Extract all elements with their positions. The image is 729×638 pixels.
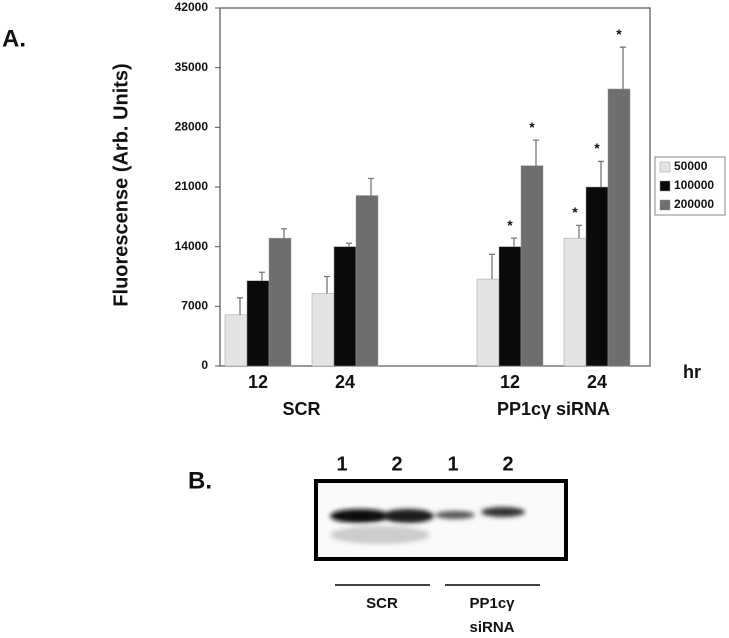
legend-label: 200000 — [674, 197, 714, 211]
group-label: PP1cγ siRNA — [497, 399, 610, 419]
bar — [355, 195, 379, 367]
panel-label: B. — [188, 467, 212, 494]
group-label: SCR — [366, 595, 398, 612]
error-bar — [511, 237, 517, 247]
y-tick-label: 42000 — [175, 0, 209, 14]
bar — [498, 246, 522, 367]
bar — [476, 278, 500, 367]
lane-label: 2 — [391, 453, 402, 475]
lane-label: 1 — [336, 453, 347, 475]
panel-label: A. — [2, 25, 26, 52]
error-bar — [368, 177, 374, 196]
lane-label: 2 — [502, 453, 513, 475]
error-bar — [346, 242, 352, 247]
blot-image — [314, 479, 568, 561]
x-tick-label: 24 — [335, 372, 355, 392]
group-label: SCR — [282, 399, 320, 419]
y-tick-label: 35000 — [175, 60, 209, 74]
y-tick-label: 28000 — [175, 120, 209, 134]
error-bar — [598, 160, 604, 187]
significance-marker: * — [594, 140, 600, 156]
error-bar — [237, 297, 243, 315]
y-tick-label: 21000 — [175, 179, 209, 193]
y-tick-label: 14000 — [175, 239, 209, 253]
significance-marker: * — [572, 204, 578, 220]
group-label: siRNA — [469, 619, 514, 636]
significance-marker: * — [616, 26, 622, 42]
legend-swatch — [659, 161, 671, 173]
error-bar — [576, 224, 582, 239]
significance-marker: * — [529, 119, 535, 135]
x-unit-label: hr — [683, 362, 701, 382]
y-tick-label: 0 — [201, 358, 208, 372]
bar — [607, 88, 631, 367]
x-tick-label: 12 — [248, 372, 268, 392]
bar — [333, 246, 357, 367]
group-label: PP1cγ — [469, 595, 515, 612]
error-bar — [281, 228, 287, 239]
bar — [563, 237, 587, 367]
error-bar — [489, 253, 495, 280]
error-bar — [533, 139, 539, 166]
error-bar — [324, 275, 330, 294]
x-tick-label: 24 — [587, 372, 607, 392]
error-bar — [259, 271, 265, 281]
legend-swatch — [659, 199, 671, 211]
error-bar — [620, 46, 626, 89]
legend-label: 100000 — [674, 178, 714, 192]
y-axis-label: Fluorescense (Arb. Units) — [110, 63, 132, 306]
x-tick-label: 12 — [500, 372, 520, 392]
legend-label: 50000 — [674, 159, 708, 173]
legend-swatch — [659, 180, 671, 192]
lane-label: 1 — [447, 453, 458, 475]
bar — [246, 280, 270, 367]
bar — [311, 293, 335, 367]
bar — [268, 237, 292, 367]
significance-marker: * — [507, 217, 513, 233]
bar — [585, 186, 609, 367]
y-tick-label: 7000 — [181, 299, 208, 313]
bar — [224, 314, 248, 367]
bar — [520, 165, 544, 367]
